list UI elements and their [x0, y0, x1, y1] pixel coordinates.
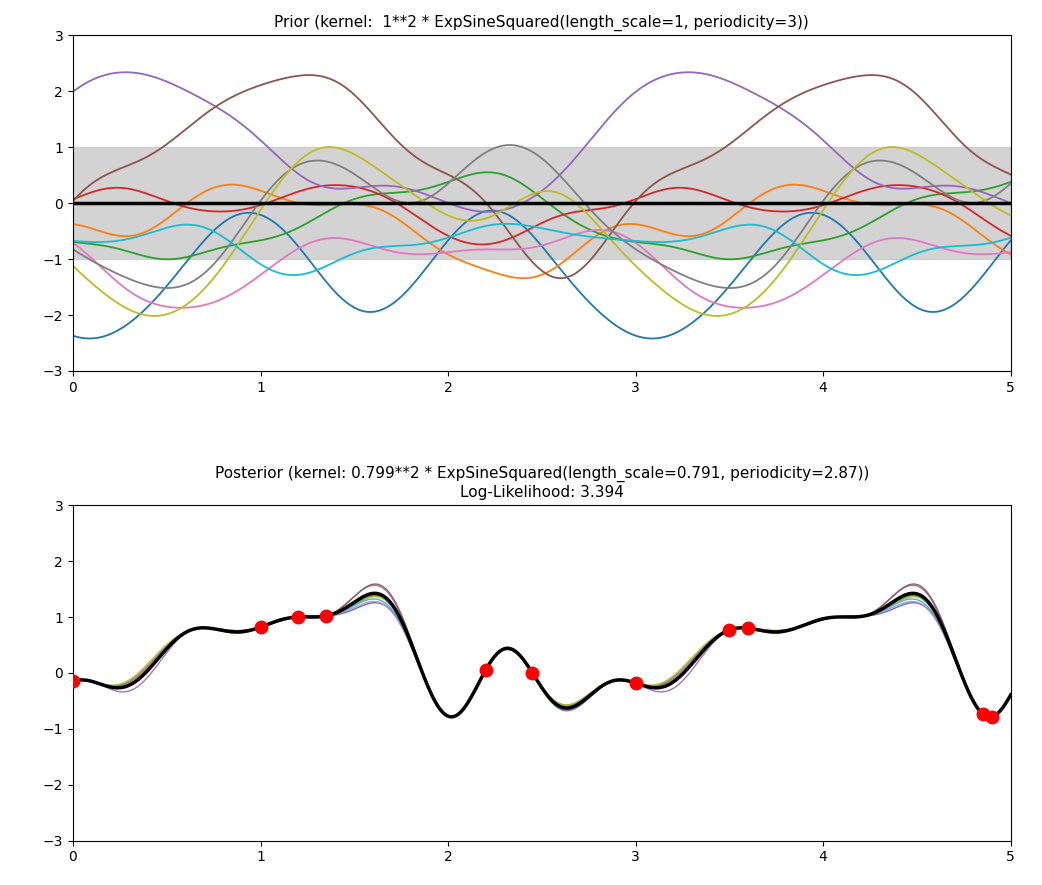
Title: Posterior (kernel: 0.799**2 * ExpSineSquared(length_scale=0.791, periodicity=2.8: Posterior (kernel: 0.799**2 * ExpSineSqu… [215, 466, 869, 500]
Point [984, 710, 1000, 724]
Point [252, 620, 269, 635]
Point [477, 663, 494, 677]
Point [740, 621, 756, 635]
Point [721, 623, 738, 637]
Point [524, 666, 541, 680]
Title: Prior (kernel:  1**2 * ExpSineSquared(length_scale=1, periodicity=3)): Prior (kernel: 1**2 * ExpSineSquared(len… [274, 15, 810, 31]
Point [974, 707, 991, 721]
Point [318, 609, 334, 623]
Point [627, 676, 644, 690]
Point [65, 674, 81, 689]
Point [290, 610, 306, 624]
